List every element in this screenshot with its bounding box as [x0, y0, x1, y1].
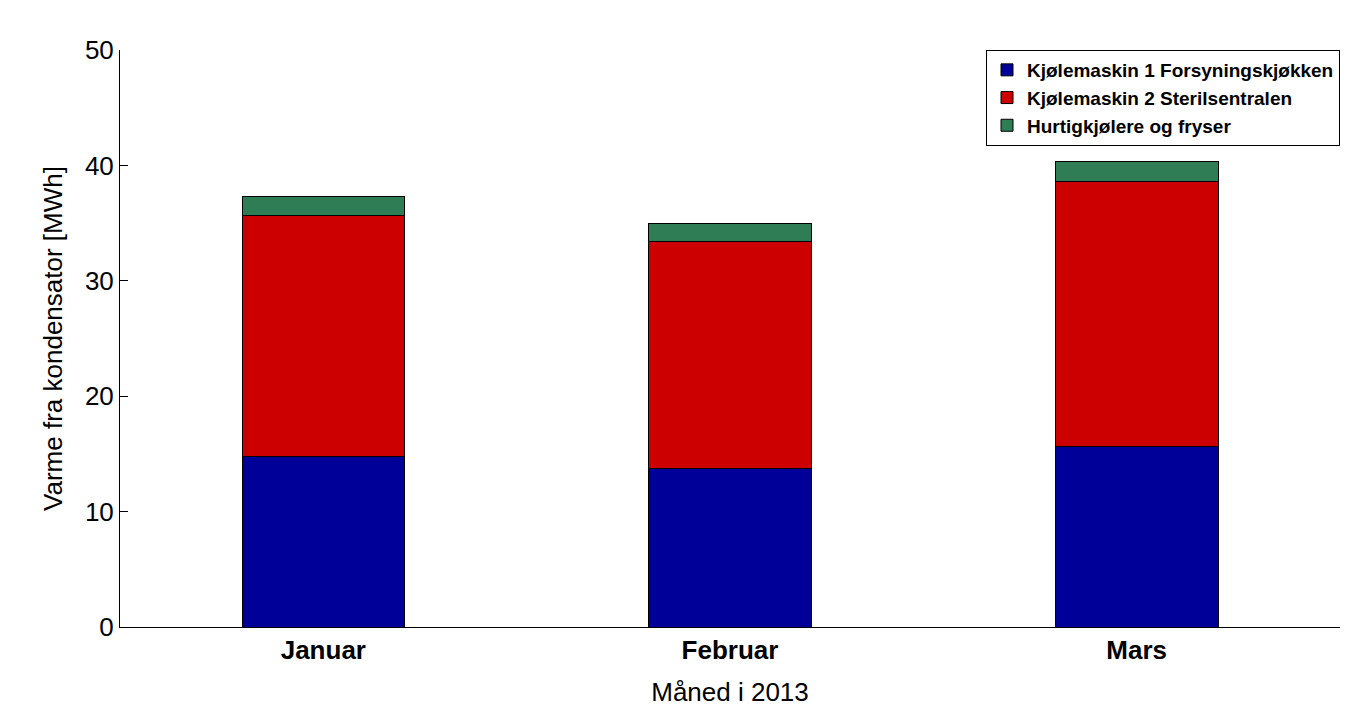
svg-text:10: 10 — [85, 497, 114, 527]
svg-text:20: 20 — [85, 381, 114, 411]
svg-text:Måned i 2013: Måned i 2013 — [651, 677, 809, 707]
svg-text:40: 40 — [85, 151, 114, 181]
svg-text:Februar: Februar — [682, 635, 779, 665]
svg-text:Mars: Mars — [1106, 635, 1167, 665]
svg-text:50: 50 — [85, 35, 114, 65]
svg-text:Kjølemaskin 1 Forsyningskjøkke: Kjølemaskin 1 Forsyningskjøkken — [1027, 60, 1333, 81]
svg-text:Kjølemaskin 2 Sterilsentralen: Kjølemaskin 2 Sterilsentralen — [1027, 88, 1292, 109]
svg-text:Hurtigkjølere og fryser: Hurtigkjølere og fryser — [1027, 116, 1231, 137]
svg-text:Januar: Januar — [281, 635, 366, 665]
svg-text:Varme fra kondensator [MWh]: Varme fra kondensator [MWh] — [38, 166, 68, 511]
svg-text:0: 0 — [99, 612, 113, 642]
svg-text:30: 30 — [85, 266, 114, 296]
